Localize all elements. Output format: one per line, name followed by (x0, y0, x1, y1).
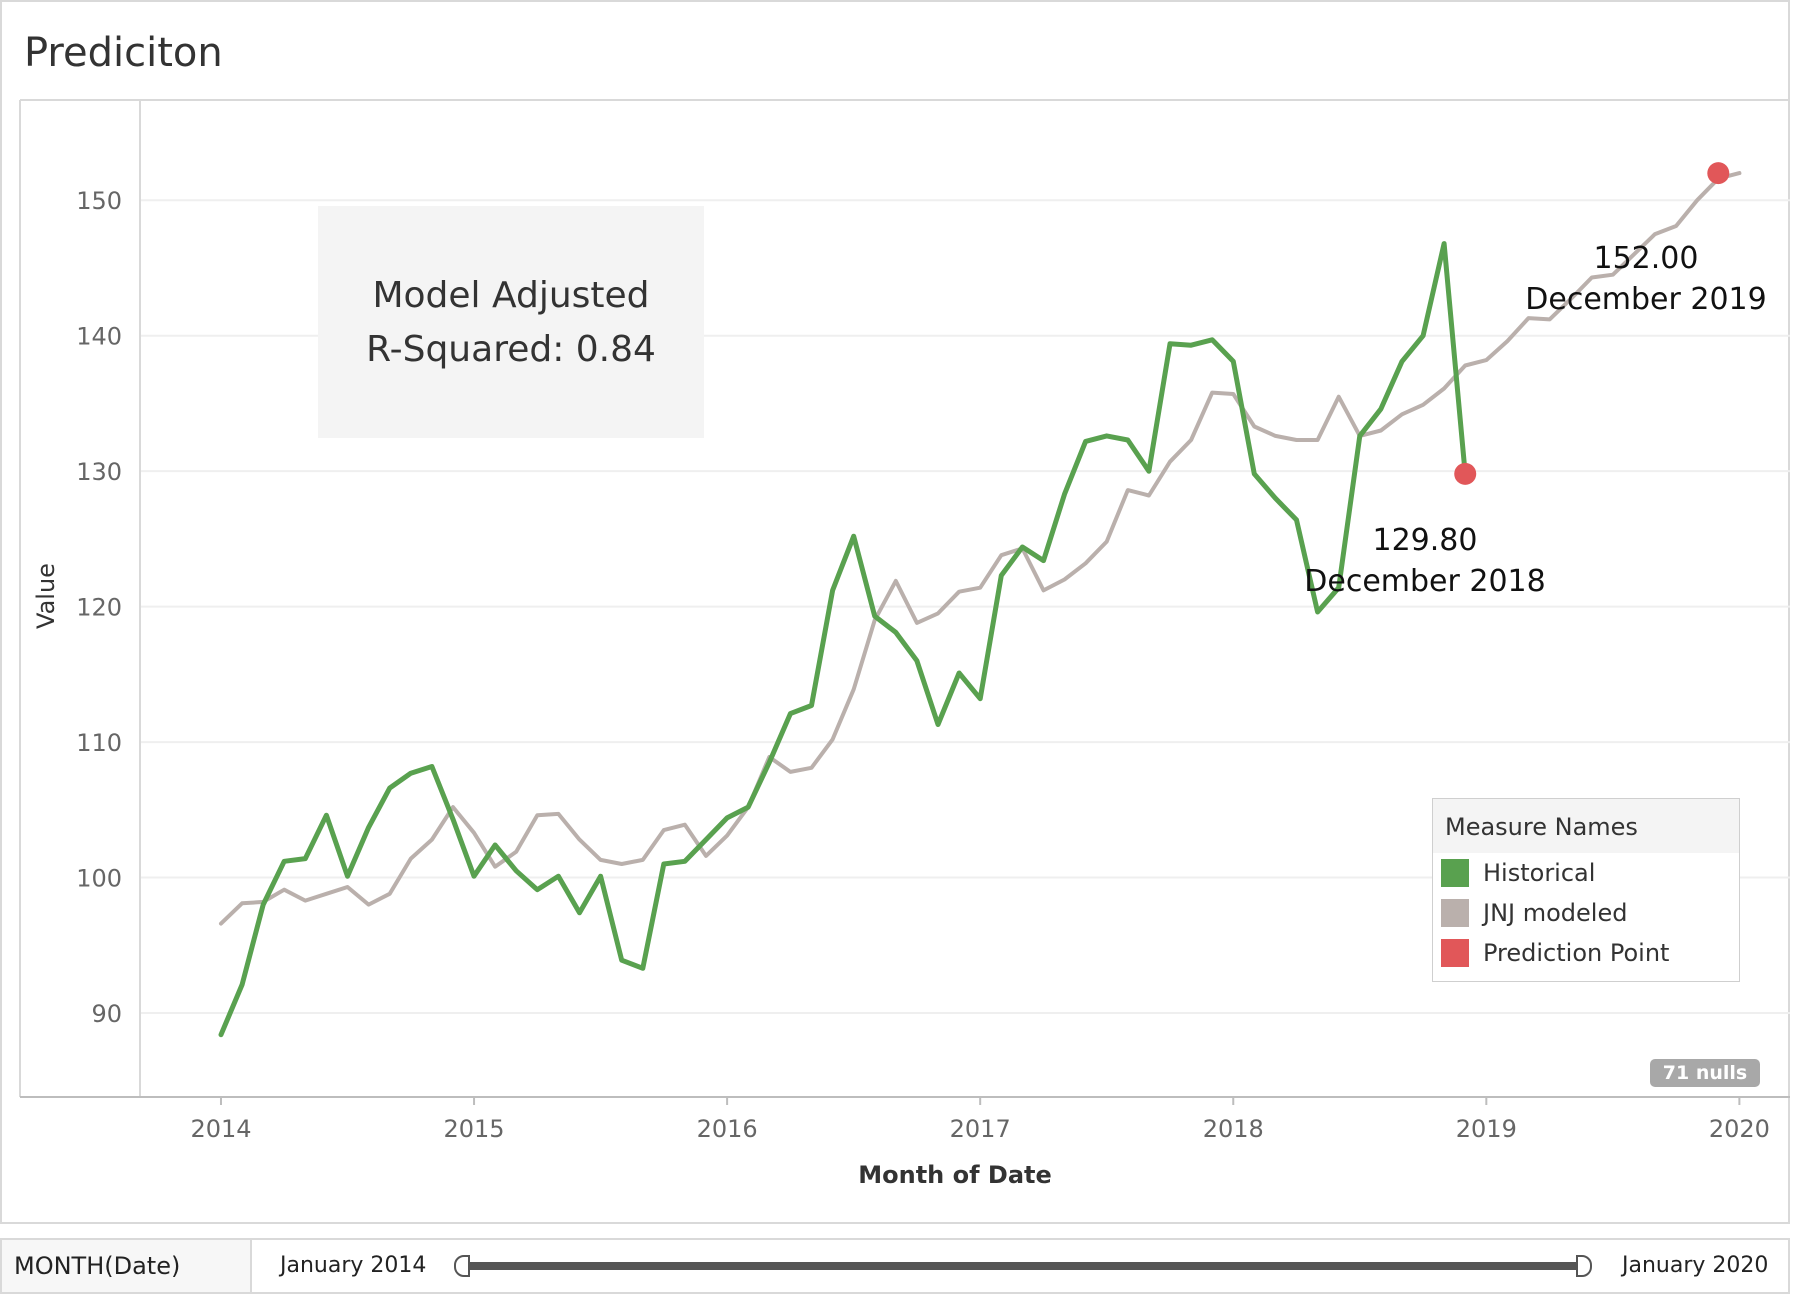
legend-swatch-historical (1441, 859, 1469, 887)
range-slider-track[interactable] (462, 1262, 1582, 1270)
legend-label-jnj-modeled: JNJ modeled (1483, 899, 1628, 927)
x-tick-label-2015: 2015 (444, 1115, 505, 1143)
series-line-historical (218, 241, 1468, 1038)
note-line-1: Model Adjusted (372, 275, 649, 316)
legend-item-jnj-modeled[interactable]: JNJ modeled (1433, 893, 1739, 933)
y-tick-label-100: 100 (76, 865, 122, 893)
prediction-point-2019-12 (1707, 162, 1730, 185)
x-tick-label-2018: 2018 (1203, 1115, 1264, 1143)
legend-label-prediction-point: Prediction Point (1483, 939, 1670, 967)
annotation-date-2019: December 2019 (1525, 282, 1766, 317)
worksheet-frame: Prediciton (0, 0, 1790, 1224)
legend[interactable]: Measure Names Historical JNJ modeled Pre… (1432, 798, 1740, 982)
legend-swatch-jnj-modeled (1441, 899, 1469, 927)
series-layer (218, 162, 1742, 1038)
x-tick-label-2020: 2020 (1709, 1115, 1770, 1143)
y-axis-title: Value (32, 563, 60, 629)
legend-swatch-prediction-point (1441, 939, 1469, 967)
x-tick-label-2014: 2014 (190, 1115, 251, 1143)
plot-area (19, 99, 1790, 1098)
x-tick-label-2017: 2017 (950, 1115, 1011, 1143)
legend-item-historical[interactable]: Historical (1433, 853, 1739, 893)
prediction-point-2018-12 (1454, 462, 1477, 485)
x-axis-ticks: 2014 2015 2016 2017 2018 2019 2020 (190, 1097, 1770, 1143)
r-squared-note: Model Adjusted R-Squared: 0.84 (318, 206, 704, 438)
y-tick-label-150: 150 (76, 187, 122, 215)
range-slider-start-handle[interactable] (454, 1255, 470, 1277)
y-axis-ticks: 90 100 110 120 130 140 150 (76, 187, 122, 1028)
note-line-2: R-Squared: 0.84 (366, 329, 656, 370)
note-box (318, 206, 704, 438)
range-slider-end-handle[interactable] (1576, 1255, 1592, 1277)
y-tick-label-110: 110 (76, 729, 122, 757)
page-title: Prediciton (24, 30, 223, 76)
y-tick-label-140: 140 (76, 323, 122, 351)
filter-end-value: January 2020 (1622, 1253, 1769, 1278)
annotation-2019: 152.00 December 2019 (1525, 241, 1766, 317)
nulls-indicator-badge[interactable]: 71 nulls (1650, 1059, 1760, 1087)
legend-title: Measure Names (1433, 799, 1739, 853)
filter-label: MONTH(Date) (2, 1240, 252, 1292)
filter-start-value: January 2014 (280, 1253, 427, 1278)
annotation-date-2018: December 2018 (1304, 564, 1545, 599)
y-tick-label-90: 90 (91, 1000, 122, 1028)
annotation-2018: 129.80 December 2018 (1304, 523, 1545, 599)
x-tick-label-2019: 2019 (1456, 1115, 1517, 1143)
annotation-value-2018: 129.80 (1373, 523, 1478, 558)
x-axis-title: Month of Date (858, 1161, 1052, 1189)
y-tick-label-130: 130 (76, 458, 122, 486)
annotation-value-2019: 152.00 (1594, 241, 1699, 276)
series-line-jnj-modeled (219, 171, 1742, 926)
legend-item-prediction-point[interactable]: Prediction Point (1433, 933, 1739, 973)
y-tick-label-120: 120 (76, 594, 122, 622)
x-tick-label-2016: 2016 (697, 1115, 758, 1143)
legend-label-historical: Historical (1483, 859, 1596, 887)
date-range-filter: MONTH(Date) January 2014 January 2020 (0, 1238, 1790, 1294)
